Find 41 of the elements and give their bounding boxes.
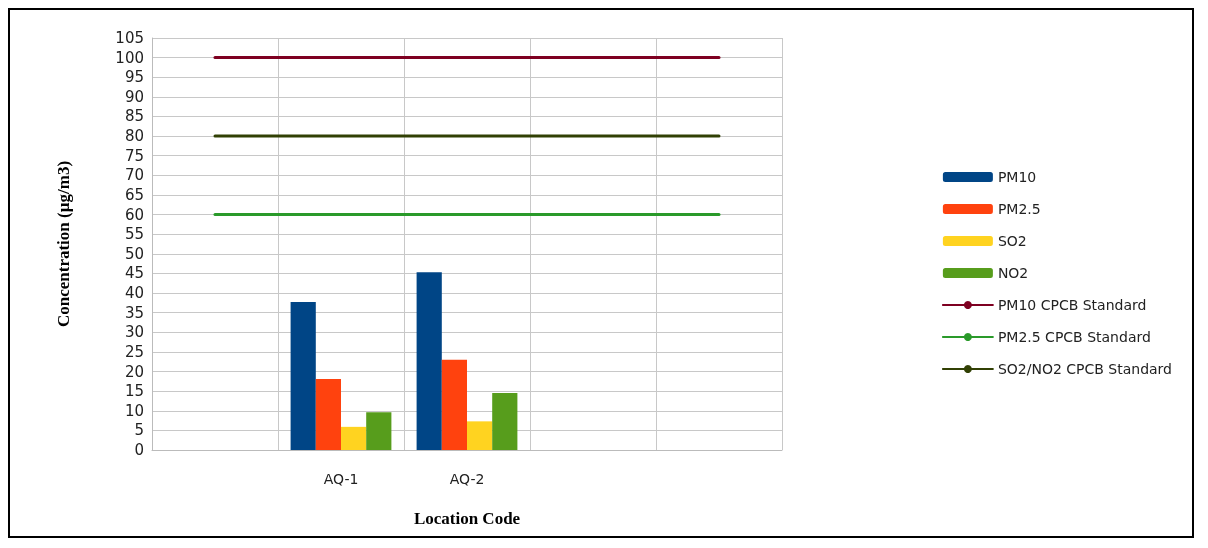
bar xyxy=(416,272,442,450)
bar xyxy=(290,302,316,450)
bar xyxy=(366,412,392,450)
bar xyxy=(315,378,341,450)
y-tick-label: 100 xyxy=(115,48,144,67)
y-tick-label: 55 xyxy=(124,225,144,244)
y-tick-label: 75 xyxy=(124,146,144,165)
y-tick-label: 25 xyxy=(124,342,144,361)
legend-label: PM2.5 CPCB Standard xyxy=(997,329,1151,345)
y-tick-label: 0 xyxy=(134,441,144,459)
x-tick-label: AQ-2 xyxy=(449,471,485,487)
y-tick-label: 60 xyxy=(124,205,144,224)
legend-label: SO2 xyxy=(997,233,1027,249)
legend-label: PM2.5 xyxy=(997,201,1041,217)
x-axis-title: Location Code xyxy=(413,509,521,528)
y-tick-label: 10 xyxy=(124,401,144,420)
legend-label: NO2 xyxy=(997,265,1029,281)
y-tick-label: 50 xyxy=(124,244,144,263)
y-tick-label: 30 xyxy=(124,323,144,342)
legend-label: PM10 xyxy=(997,169,1037,185)
y-tick-label: 95 xyxy=(124,68,144,87)
y-tick-label: 35 xyxy=(124,303,144,322)
y-axis-title: Concentration (µg/m3) xyxy=(54,160,73,328)
y-tick-label: 80 xyxy=(124,127,144,146)
bar xyxy=(341,426,367,450)
y-tick-label: 15 xyxy=(124,382,144,401)
bar xyxy=(441,359,467,450)
bar xyxy=(492,393,518,450)
x-tick-label: AQ-1 xyxy=(323,471,359,487)
y-tick-label: 5 xyxy=(134,421,144,440)
y-tick-label: 45 xyxy=(124,264,144,283)
y-tick-label: 90 xyxy=(124,87,144,106)
y-tick-label: 40 xyxy=(124,284,144,303)
legend-label: SO2/NO2 CPCB Standard xyxy=(997,361,1173,377)
y-tick-label: 70 xyxy=(124,166,144,185)
y-tick-label: 105 xyxy=(115,29,144,47)
legend-label: PM10 CPCB Standard xyxy=(997,297,1147,313)
y-tick-label: 85 xyxy=(124,107,144,126)
y-tick-label: 65 xyxy=(124,185,144,204)
bar xyxy=(467,421,493,450)
y-tick-label: 20 xyxy=(124,362,144,381)
